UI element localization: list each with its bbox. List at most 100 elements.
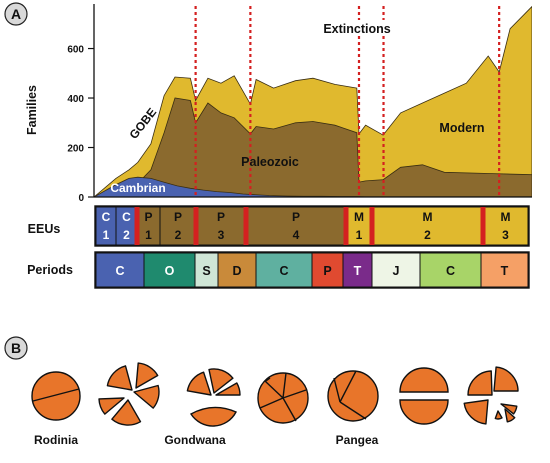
eeu-cell-top-label: M bbox=[501, 210, 511, 224]
y-axis-label: Families bbox=[25, 85, 39, 135]
period-cell-label: P bbox=[323, 264, 331, 278]
period-cell bbox=[311, 252, 344, 288]
period-cell bbox=[342, 252, 373, 288]
eeu-cell-bottom-label: 1 bbox=[145, 228, 152, 242]
panel-b-letter: B bbox=[11, 340, 21, 356]
eeu-extinction-separator bbox=[134, 207, 140, 245]
period-cell-label: C bbox=[115, 264, 124, 278]
eeu-cell-bottom-label: 3 bbox=[218, 228, 225, 242]
y-ticks-group: 0 200 400 600 bbox=[67, 45, 94, 204]
continent-suture bbox=[282, 372, 287, 399]
eeus-row-frame bbox=[94, 205, 530, 247]
period-cell bbox=[143, 252, 196, 288]
eeu-cell-bottom-label: 2 bbox=[175, 228, 182, 242]
periods-row-frame bbox=[94, 251, 530, 289]
continent-suture bbox=[339, 370, 357, 403]
panel-a-letter: A bbox=[11, 6, 21, 22]
panel-b-circle bbox=[4, 336, 28, 360]
period-cell-label: C bbox=[446, 264, 455, 278]
eeu-cell-top-label: C bbox=[122, 210, 131, 224]
panel-b-badge: B bbox=[4, 336, 28, 360]
continent-fragment bbox=[98, 397, 125, 415]
eeu-extinction-separator bbox=[243, 207, 249, 245]
eeu-cell-top-label: P bbox=[174, 210, 182, 224]
eeus-row-label: EEUs bbox=[28, 222, 61, 236]
continent-gondwana-piece bbox=[215, 382, 241, 396]
eeu-extinction-separator bbox=[369, 207, 375, 245]
periods-row-label: Periods bbox=[27, 263, 73, 277]
continent-rodinia-crack bbox=[32, 388, 80, 402]
eeu-cell-top-label: C bbox=[102, 210, 111, 224]
continent-modern-piece bbox=[463, 399, 489, 425]
period-cell-label: T bbox=[354, 264, 362, 278]
gondwana-label: Gondwana bbox=[164, 433, 226, 447]
extinctions-label: Extinctions bbox=[323, 22, 390, 36]
modern-label: Modern bbox=[439, 121, 484, 135]
continent-fragment bbox=[111, 399, 142, 426]
period-cell-label: C bbox=[279, 264, 288, 278]
continents-group bbox=[31, 362, 519, 427]
eeu-cell-bottom-label: 4 bbox=[293, 228, 300, 242]
period-cell bbox=[371, 252, 421, 288]
y-tick-label: 400 bbox=[67, 94, 84, 105]
area-paleozoic bbox=[94, 97, 532, 197]
eeu-cell-top-label: M bbox=[423, 210, 433, 224]
continent-modern-piece bbox=[504, 408, 516, 423]
eeu-cell bbox=[345, 206, 373, 246]
continent-gondwana-piece bbox=[208, 368, 234, 394]
continent-suture bbox=[264, 380, 284, 399]
period-cell-label: O bbox=[165, 264, 175, 278]
eeu-extinction-separator bbox=[193, 207, 199, 245]
continent-suture bbox=[282, 389, 307, 399]
continent-suture bbox=[282, 397, 297, 422]
eeu-cell bbox=[245, 206, 347, 246]
continent-suture bbox=[259, 397, 284, 409]
panel-a-circle bbox=[4, 2, 28, 26]
period-cell-label: S bbox=[202, 264, 210, 278]
eeu-extinction-separator bbox=[343, 207, 349, 245]
period-cell-label: J bbox=[393, 264, 400, 278]
eeu-cell-bottom-label: 2 bbox=[424, 228, 431, 242]
continent-modern-piece bbox=[493, 366, 519, 392]
eeu-cell-top-label: M bbox=[354, 210, 364, 224]
continent-fragment bbox=[106, 365, 133, 391]
eeu-extinction-separator bbox=[480, 207, 486, 245]
period-cell-label: D bbox=[232, 264, 241, 278]
eeu-cell-top-label: P bbox=[292, 210, 300, 224]
pangea-label: Pangea bbox=[336, 433, 379, 447]
cambrian-label: Cambrian bbox=[110, 181, 165, 195]
continent-suture bbox=[333, 377, 341, 403]
paleozoic-label: Paleozoic bbox=[241, 155, 299, 169]
continent-gondwana-piece bbox=[186, 371, 212, 396]
y-tick-label: 200 bbox=[67, 144, 84, 155]
y-tick-label: 600 bbox=[67, 45, 84, 56]
continent-suture bbox=[265, 377, 271, 382]
rodinia-label: Rodinia bbox=[34, 433, 78, 447]
continent-pangea-south-half bbox=[399, 399, 449, 425]
eeu-cell-top-label: P bbox=[217, 210, 225, 224]
eeu-cell-bottom-label: 2 bbox=[123, 228, 130, 242]
eeu-cell-bottom-label: 3 bbox=[502, 228, 509, 242]
extinctions-label-bg bbox=[318, 20, 398, 36]
period-cell bbox=[217, 252, 257, 288]
period-cell bbox=[480, 252, 529, 288]
period-cell bbox=[95, 252, 145, 288]
continent-rodinia bbox=[31, 371, 81, 421]
continent-modern-piece bbox=[467, 370, 493, 396]
panel-a-badge: A bbox=[4, 2, 28, 26]
eeu-cell-bottom-label: 1 bbox=[356, 228, 363, 242]
continent-modern-piece bbox=[500, 403, 518, 415]
continent-modern-piece bbox=[494, 410, 503, 420]
continent-gondwana-cap bbox=[190, 406, 237, 427]
period-cell bbox=[255, 252, 313, 288]
continent-pangea bbox=[327, 370, 379, 422]
eeu-cell-bottom-label: 1 bbox=[103, 228, 110, 242]
continent-suture bbox=[339, 401, 367, 420]
period-cell-label: T bbox=[501, 264, 509, 278]
eeu-cell-top-label: P bbox=[144, 210, 152, 224]
extinction-lines-group bbox=[194, 6, 501, 197]
area-series-group bbox=[94, 5, 532, 197]
